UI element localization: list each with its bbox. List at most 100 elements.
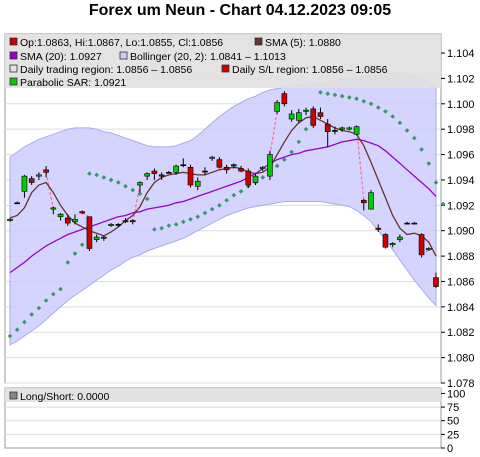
sar-point — [354, 96, 359, 102]
candle-body — [259, 166, 266, 169]
sar-point — [152, 227, 157, 232]
sar-point — [231, 192, 237, 198]
candle-body — [151, 170, 158, 174]
sar-point — [137, 191, 143, 197]
legend-entry: SMA (5): 1.0880 — [265, 37, 341, 49]
candle — [418, 233, 425, 258]
candle — [238, 165, 244, 173]
candle-body — [216, 159, 223, 168]
candle — [187, 164, 194, 188]
sar-point — [173, 222, 179, 227]
candle — [245, 168, 252, 188]
candle-body — [194, 180, 201, 187]
sar-point — [339, 93, 345, 99]
candle — [43, 165, 49, 178]
sar-point — [116, 180, 121, 185]
candle-body — [382, 234, 389, 248]
y-tick-label: 1.088 — [447, 251, 475, 263]
candle-body — [411, 222, 418, 225]
sar-point — [282, 157, 287, 162]
candle-body — [57, 213, 64, 218]
legend-entry: Op:1.0863, Hi:1.0867, Lo:1.0855, Cl:1.08… — [20, 37, 223, 49]
candle-body — [144, 173, 150, 177]
candle-body — [332, 130, 338, 132]
legend-entry: Long/Short: 0.0000 — [20, 391, 109, 403]
y-tick-label: 75 — [447, 402, 459, 414]
candle-body — [137, 182, 143, 186]
y-tick-label: 1.086 — [447, 276, 475, 288]
candle-body — [238, 168, 244, 172]
candle — [158, 172, 165, 180]
sar-point — [303, 126, 309, 132]
candle — [209, 155, 215, 161]
legend-swatch — [9, 64, 18, 73]
candle — [281, 91, 288, 107]
candle — [397, 234, 403, 243]
candle-body — [209, 156, 215, 159]
sar-point — [318, 90, 323, 95]
sar-point — [404, 128, 410, 133]
candle-body — [223, 166, 230, 171]
y-tick-label: 1.094 — [447, 175, 475, 187]
legend-swatch — [254, 37, 263, 46]
sar-point — [7, 333, 13, 339]
candle — [267, 150, 273, 180]
candle — [72, 214, 78, 225]
sar-point — [101, 175, 107, 180]
sar-point — [390, 114, 395, 119]
y-tick-label: 50 — [447, 416, 459, 428]
sar-point — [325, 91, 330, 96]
candle — [382, 233, 389, 249]
daily-range-connector — [132, 184, 141, 222]
candle-body — [173, 165, 179, 173]
sar-point — [195, 214, 201, 220]
candle — [303, 107, 309, 116]
y-tick-label: 100 — [447, 388, 465, 400]
sar-point — [22, 319, 27, 325]
sar-point — [87, 171, 92, 176]
sar-point — [72, 251, 78, 256]
sar-point — [123, 183, 128, 189]
y-tick-label: 1.098 — [447, 124, 475, 136]
legend-background — [5, 34, 441, 88]
daily-range-connector — [45, 172, 54, 210]
candle — [14, 201, 21, 205]
sar-point — [224, 197, 229, 203]
candle-body — [7, 218, 13, 221]
candle-body — [115, 224, 122, 226]
candle — [425, 247, 432, 252]
legend-entry: Parabolic SAR: 1.0921 — [20, 77, 126, 89]
sma20-line — [9, 138, 437, 274]
candle — [353, 125, 360, 136]
candle-body — [375, 227, 382, 230]
sar-point — [433, 180, 439, 185]
candle-body — [418, 234, 425, 256]
sar-point — [166, 223, 172, 228]
candle — [108, 223, 114, 227]
candle — [368, 190, 374, 210]
candle — [86, 216, 93, 252]
sar-point — [368, 101, 374, 107]
sar-point — [347, 95, 352, 100]
sar-point — [217, 203, 222, 208]
sar-point — [188, 216, 193, 222]
candle — [173, 164, 179, 175]
candle-body — [28, 178, 35, 183]
candle-body — [21, 175, 28, 192]
sar-point — [375, 105, 381, 110]
sar-point — [383, 109, 388, 114]
candle — [50, 206, 57, 215]
sar-point — [274, 163, 280, 169]
candle — [433, 272, 439, 288]
y-tick-label: 1.096 — [447, 150, 475, 162]
candle — [223, 164, 230, 174]
legend-swatch — [9, 51, 18, 60]
candle-body — [288, 113, 295, 120]
candle-body — [425, 248, 432, 251]
candle — [375, 224, 382, 232]
candle-body — [296, 112, 302, 121]
sar-point — [209, 206, 215, 212]
sar-point — [65, 260, 71, 265]
candle-body — [202, 170, 208, 173]
legend-swatch — [119, 51, 128, 60]
